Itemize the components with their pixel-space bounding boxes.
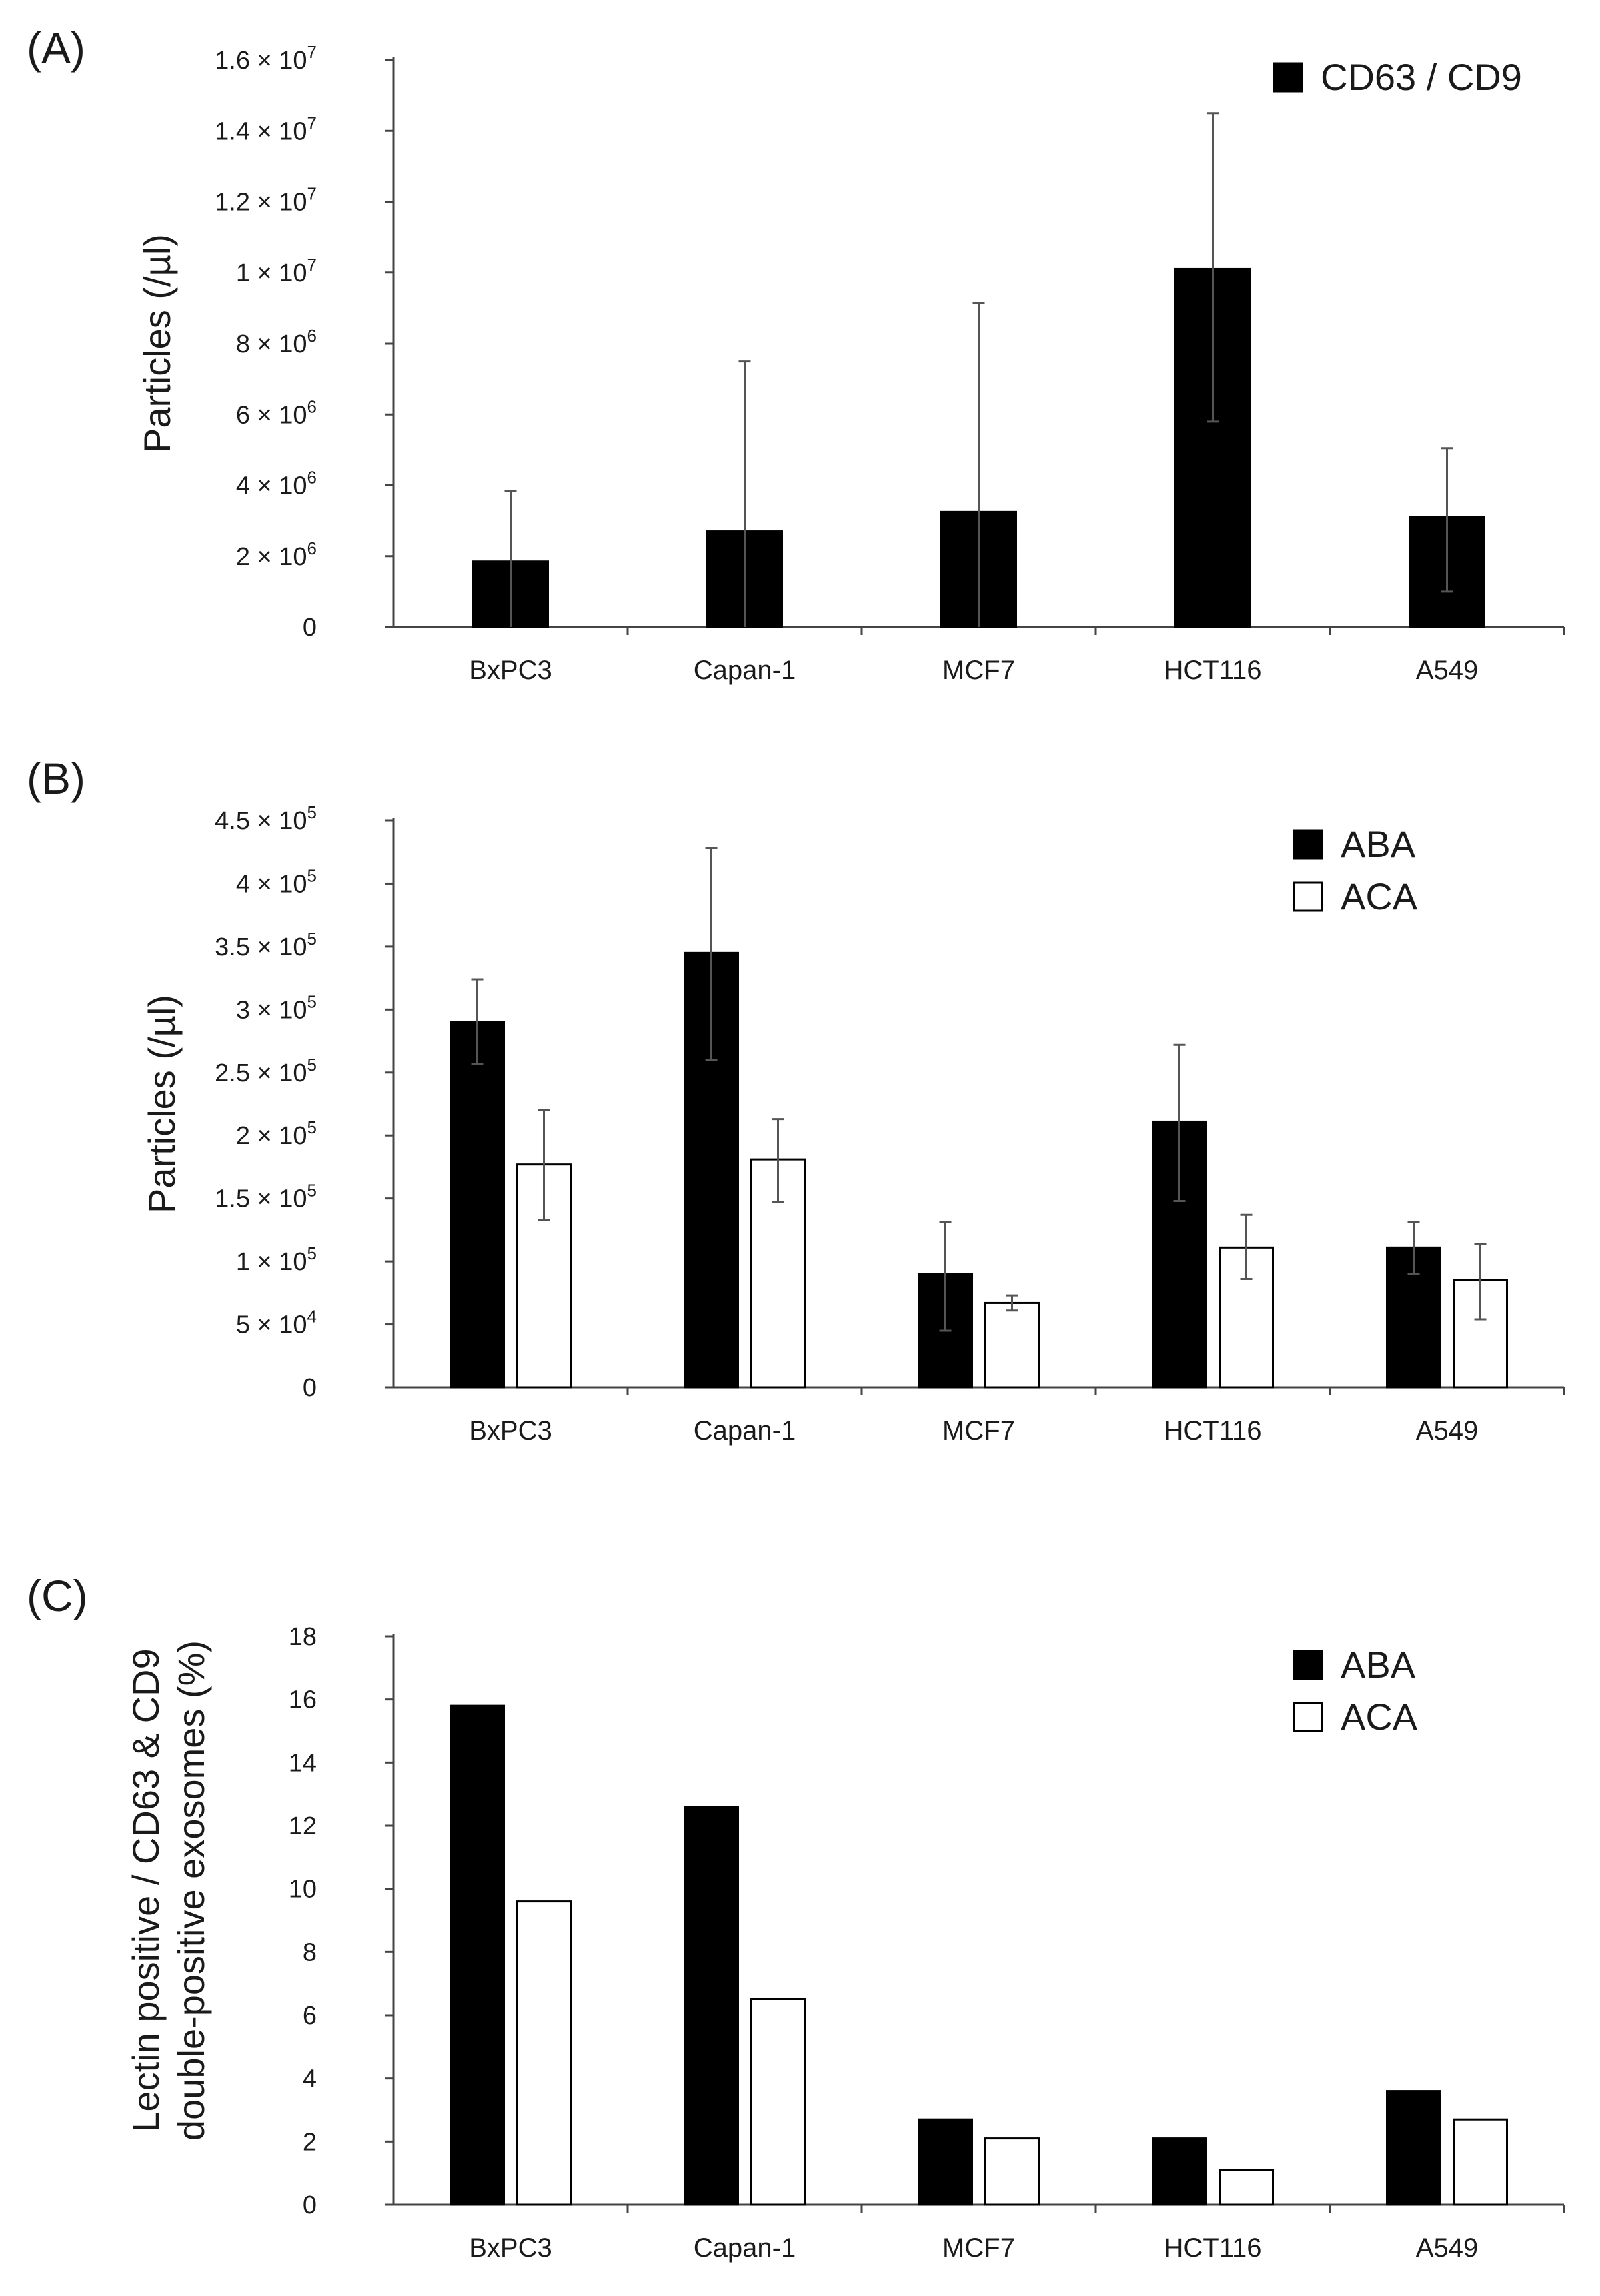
bar-aba-bxpc3 — [450, 1704, 505, 2206]
bar-aca-hct116 — [1219, 2169, 1274, 2206]
legend: ABA ACA — [1293, 823, 1418, 917]
x-tick-label: HCT116 — [1164, 656, 1262, 685]
y-tick-label: 4 — [303, 2065, 317, 2093]
y-tick-label: 1.6 × 107 — [215, 42, 317, 75]
error-bar — [972, 302, 985, 627]
y-tick-label: 0 — [303, 2191, 317, 2219]
legend-swatch — [1293, 881, 1323, 912]
y-tick-label: 18 — [289, 1623, 317, 1651]
y-tick-label: 3 × 105 — [236, 991, 317, 1024]
y-tick-label: 2 × 105 — [236, 1117, 317, 1150]
legend-label: ACA — [1341, 875, 1418, 917]
y-tick-label: 1.5 × 105 — [215, 1181, 317, 1213]
y-axis-label: Particles (/µl) — [141, 995, 183, 1213]
legend-label: ABA — [1341, 1644, 1416, 1686]
bar-aba-capan-1 — [684, 1806, 739, 2206]
error-bar — [1240, 1213, 1253, 1281]
y-tick-label: 1 × 105 — [236, 1243, 317, 1276]
error-bar — [939, 1221, 952, 1332]
error-bar — [705, 847, 718, 1061]
panel-label: (C) — [27, 1571, 88, 1620]
bar-aca-mcf7 — [984, 1301, 1040, 1389]
legend-swatch — [1293, 1650, 1323, 1680]
y-tick-label: 4 × 105 — [236, 865, 317, 898]
bar-aba-hct116 — [1152, 2137, 1207, 2206]
y-tick-label: 5 × 104 — [236, 1307, 317, 1339]
x-tick-label: MCF7 — [942, 1416, 1015, 1446]
legend: ABA ACA — [1293, 1644, 1418, 1738]
legend-swatch — [1293, 1702, 1323, 1732]
y-tick-label: 1 × 107 — [236, 255, 317, 288]
x-tick-label: A549 — [1416, 2233, 1478, 2263]
y-tick-label: 0 — [303, 1374, 317, 1402]
bar-aca-mcf7 — [984, 2137, 1040, 2206]
error-bar — [1006, 1294, 1018, 1312]
y-tick-label: 2 × 106 — [236, 538, 317, 571]
error-bar — [1173, 1043, 1186, 1202]
error-bar — [538, 1109, 550, 1221]
legend-label: ACA — [1341, 1696, 1418, 1738]
y-axis-label-line: double-positive exosomes (%) — [170, 1640, 212, 2141]
bar-aba-bxpc3 — [450, 1021, 505, 1389]
x-tick-label: MCF7 — [942, 2233, 1015, 2263]
legend-swatch — [1273, 62, 1303, 93]
error-bar — [772, 1118, 784, 1203]
error-bar — [1441, 447, 1453, 593]
x-tick-label: A549 — [1416, 656, 1478, 685]
x-tick-label: MCF7 — [942, 656, 1015, 685]
error-bar — [1207, 112, 1219, 423]
panel-label: (B) — [27, 754, 85, 803]
legend: CD63 / CD9 — [1273, 56, 1522, 98]
y-tick-label: 2.5 × 105 — [215, 1055, 317, 1087]
y-tick-label: 6 × 106 — [236, 396, 317, 429]
y-tick-label: 4.5 × 105 — [215, 802, 317, 835]
y-axis-label: Particles (/µl) — [136, 234, 178, 453]
y-tick-label: 8 × 106 — [236, 326, 317, 358]
x-tick-label: Capan-1 — [694, 1416, 796, 1446]
x-tick-label: Capan-1 — [694, 2233, 796, 2263]
x-tick-label: Capan-1 — [694, 656, 796, 685]
x-tick-label: BxPC3 — [469, 2233, 552, 2263]
bar-aca-capan-1 — [750, 1998, 806, 2206]
y-tick-label: 0 — [303, 614, 317, 642]
error-bar — [504, 489, 517, 627]
x-tick-label: BxPC3 — [469, 1416, 552, 1446]
legend-swatch — [1293, 829, 1323, 860]
chart-panel-a: (A) 0 2 × 106 4 × 106 6 × 106 8 × 106 1 × 107 1… — [27, 23, 1565, 685]
x-tick-label: HCT116 — [1164, 2233, 1262, 2263]
chart-panel-b: (B) 0 5 × 104 1 × 105 1.5 × 105 2 × 105 2.5 × … — [27, 754, 1565, 1446]
y-tick-label: 6 — [303, 2002, 317, 2030]
y-tick-label: 1.2 × 107 — [215, 184, 317, 217]
bar-aca-bxpc3 — [516, 1900, 572, 2206]
bar-aca-a549 — [1453, 2118, 1508, 2206]
error-bar — [738, 360, 751, 627]
x-tick-label: HCT116 — [1164, 1416, 1262, 1446]
panel-label: (A) — [27, 23, 85, 73]
y-tick-label: 4 × 106 — [236, 468, 317, 500]
legend-label: CD63 / CD9 — [1321, 56, 1522, 98]
y-tick-label: 1.4 × 107 — [215, 113, 317, 145]
error-bar — [1474, 1243, 1487, 1321]
y-tick-label: 8 — [303, 1938, 317, 1966]
y-tick-label: 14 — [289, 1749, 317, 1777]
y-tick-label: 10 — [289, 1876, 317, 1904]
y-tick-label: 2 — [303, 2128, 317, 2156]
x-tick-label: BxPC3 — [469, 656, 552, 685]
y-tick-label: 3.5 × 105 — [215, 929, 317, 961]
error-bar — [471, 978, 484, 1065]
y-axis-label-line: Lectin positive / CD63 & CD9 — [125, 1648, 167, 2132]
bar-aba-mcf7 — [918, 2118, 973, 2206]
chart-panel-c: (C) 0 2 4 6 8 10 12 14 16 18 Lectin positive / CD63… — [27, 1571, 1565, 2263]
bar-aba-a549 — [1386, 2090, 1441, 2206]
error-bar — [1407, 1221, 1420, 1275]
x-tick-label: A549 — [1416, 1416, 1478, 1446]
y-tick-label: 16 — [289, 1686, 317, 1714]
legend-label: ABA — [1341, 823, 1416, 865]
y-tick-label: 12 — [289, 1812, 317, 1840]
